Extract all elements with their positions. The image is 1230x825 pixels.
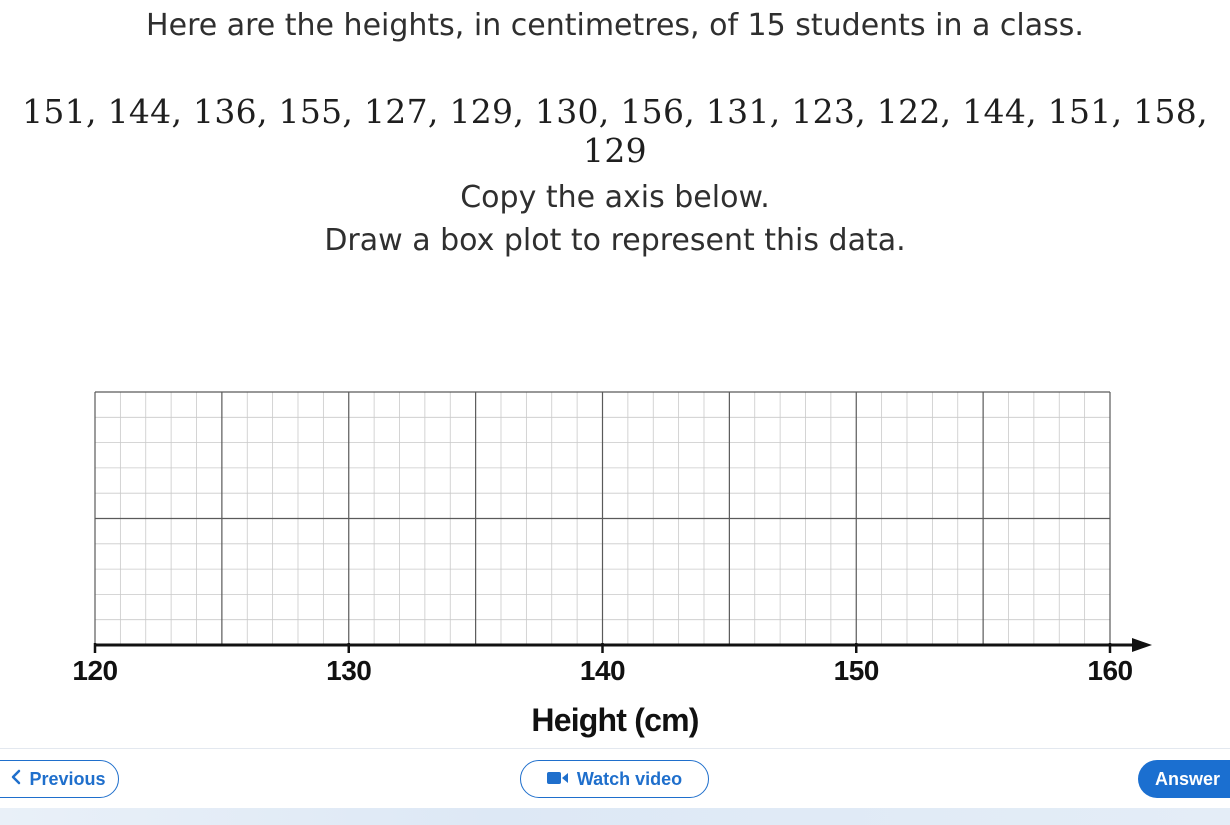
x-axis-arrow-icon <box>1132 638 1152 652</box>
answer-label: Answer <box>1155 768 1221 789</box>
x-axis <box>95 638 1152 652</box>
x-axis-tick-label: 130 <box>326 655 372 686</box>
x-axis-tick-label: 150 <box>833 655 880 686</box>
x-axis-ticks <box>93 643 1112 653</box>
x-axis-tick-label: 140 <box>579 655 626 686</box>
footer-divider <box>0 748 1230 749</box>
previous-button[interactable]: Previous <box>0 760 119 798</box>
grid-paper <box>93 391 1152 653</box>
answer-button[interactable]: Answer <box>1138 760 1230 798</box>
x-axis-title: Height (cm) <box>531 702 699 738</box>
x-axis-tick-label: 160 <box>1087 655 1133 686</box>
chevron-left-icon <box>11 769 21 790</box>
data-values: 151, 144, 136, 155, 127, 129, 130, 156, … <box>22 92 1208 170</box>
bottom-band <box>0 808 1230 825</box>
question-intro: Here are the heights, in centimetres, of… <box>146 8 1084 43</box>
instruction-copy-axis: Copy the axis below. <box>460 180 770 215</box>
x-axis-tick-label: 120 <box>72 655 118 686</box>
video-camera-icon <box>546 769 569 790</box>
instruction-draw-box-plot: Draw a box plot to represent this data. <box>324 223 906 258</box>
box-plot-axis-grid: 120 130 140 150 160 <box>0 380 1230 750</box>
watch-video-label: Watch video <box>576 768 683 789</box>
previous-label: Previous <box>29 768 106 789</box>
watch-video-button[interactable]: Watch video <box>520 760 709 798</box>
